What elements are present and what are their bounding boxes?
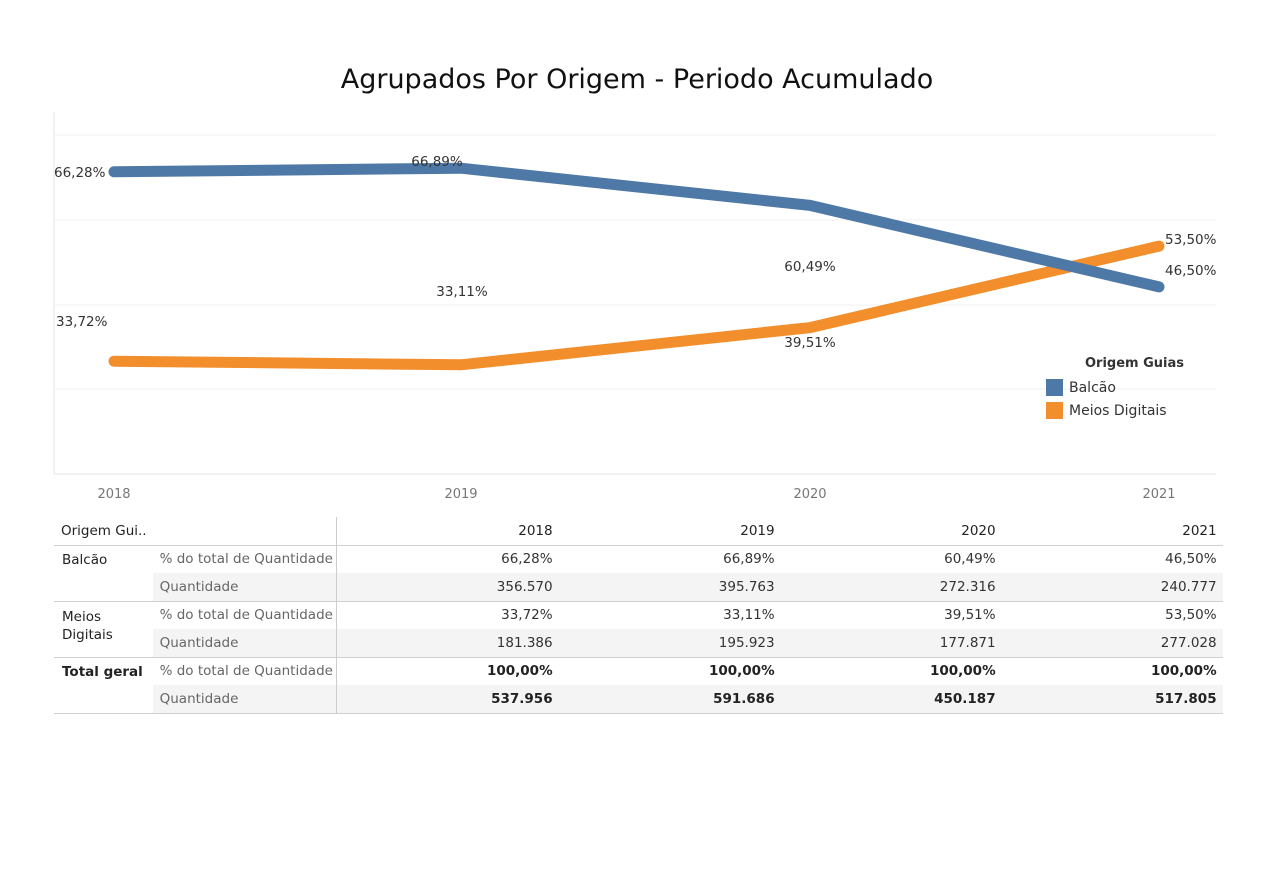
legend: Origem Guias Balcão Meios Digitais [1046,356,1184,422]
cell-value: 450.187 [780,685,1002,714]
cell-value: 181.386 [336,629,559,658]
data-label: 33,11% [436,284,488,300]
cell-value: 66,28% [501,551,553,568]
table-row: Quantidade 537.956 591.686 450.187 517.8… [54,685,1223,714]
measure-label: Quantidade [152,573,338,602]
data-label: 46,50% [1165,263,1217,279]
cell-value: 53,50% [1165,607,1217,624]
crosstab-table: Origem Gui.. 2018 2019 2020 2021 Balcão … [54,517,1223,714]
table-row: Quantidade 181.386 195.923 177.871 277.0… [54,629,1223,658]
cell-value: 277.028 [1001,629,1223,658]
data-label: 39,51% [784,335,836,351]
measure-label: % do total de Quantidade .. [152,545,338,573]
legend-item-meios-digitais[interactable]: Meios Digitais [1046,399,1184,422]
legend-label-balcao: Balcão [1069,379,1116,396]
cell-value: 100,00% [486,663,553,680]
header-measure [152,517,338,546]
legend-item-balcao[interactable]: Balcão [1046,376,1184,399]
measure-label: % do total de Quantidade .. [152,657,338,685]
row-group-balcao: Balcão [54,545,153,602]
x-tick-label: 2021 [1142,487,1175,502]
table-row: Balcão % do total de Quantidade .. 66,28… [54,545,1223,602]
cell-value: 33,72% [501,607,553,624]
table-row: Total geral % do total de Quantidade .. … [54,657,1223,714]
cell-value: 100,00% [929,663,996,680]
measure-label: % do total de Quantidade .. [152,601,338,629]
x-tick-label: 2020 [793,487,826,502]
cell-value: 195.923 [558,629,781,658]
cell-value: 272.316 [780,573,1002,602]
legend-swatch-balcao [1046,379,1063,396]
data-label: 66,89% [411,154,463,170]
cell-value: 356.570 [336,573,559,602]
cell-value: 517.805 [1001,685,1223,714]
cell-value: 240.777 [1001,573,1223,602]
data-label: 53,50% [1165,232,1217,248]
row-group-meios-digitais: Meios Digitais [54,601,153,658]
header-year-2021[interactable]: 2021 [1001,517,1223,546]
cell-value: 537.956 [336,685,559,714]
x-tick-label: 2019 [444,487,477,502]
cell-value: 177.871 [780,629,1002,658]
measure-label: Quantidade [152,685,338,714]
header-year-2020[interactable]: 2020 [780,517,1002,546]
measure-label: Quantidade [152,629,338,658]
series-line-balcao [108,162,1165,293]
cell-value: 46,50% [1165,551,1217,568]
table-row: Quantidade 356.570 395.763 272.316 240.7… [54,573,1223,602]
header-year-2019[interactable]: 2019 [558,517,781,546]
cell-value: 591.686 [558,685,781,714]
x-tick-label: 2018 [97,487,130,502]
cell-value: 100,00% [1150,663,1217,680]
data-label: 33,72% [56,314,108,330]
cell-value: 39,51% [944,607,996,624]
data-label: 60,49% [784,259,836,275]
cell-value: 66,89% [723,551,775,568]
chart-title: Agrupados Por Origem - Periodo Acumulado [340,64,934,95]
cell-value: 100,00% [708,663,775,680]
table-row: Meios Digitais % do total de Quantidade … [54,601,1223,658]
legend-label-meios-digitais: Meios Digitais [1069,402,1167,419]
row-group-total-geral: Total geral [54,657,153,714]
cell-value: 33,11% [723,607,775,624]
cell-value: 60,49% [944,551,996,568]
cell-value: 395.763 [558,573,781,602]
legend-swatch-meios-digitais [1046,402,1063,419]
series-line-meios-digitais [108,240,1165,371]
table-header-row: Origem Gui.. 2018 2019 2020 2021 [54,517,1223,546]
legend-title: Origem Guias [1085,356,1185,371]
header-year-2018[interactable]: 2018 [336,517,559,546]
line-chart: 2018 2019 2020 2021 66,28% 66,89% 60,49% 46,50%… [53,112,1217,502]
data-label: 66,28% [54,165,106,181]
header-origem[interactable]: Origem Gui.. [54,517,153,546]
